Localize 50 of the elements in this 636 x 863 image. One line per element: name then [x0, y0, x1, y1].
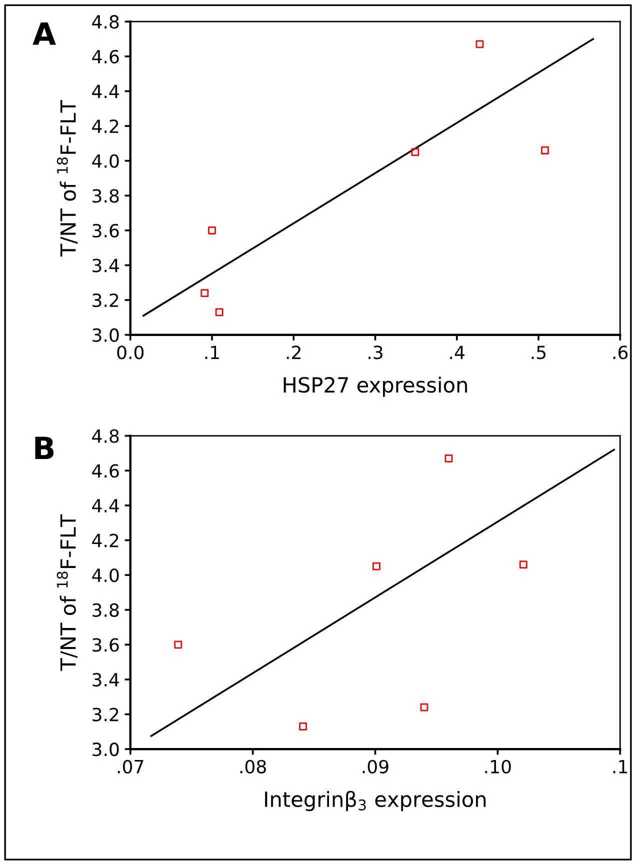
point — [519, 560, 528, 569]
x-tick-label: .07 — [118, 760, 144, 774]
y-tick-label: 4.6 — [92, 464, 119, 478]
point — [420, 703, 428, 712]
y-axis-title: T/NT of $^{18}$F-FLT — [56, 514, 78, 671]
point — [444, 454, 453, 462]
y-tick-label: 4.6 — [92, 50, 119, 64]
x-axis-title: HSP27 expression — [284, 376, 467, 397]
y-tick-label: 3.4 — [92, 672, 119, 687]
y-tick-label: 4.0 — [92, 154, 119, 168]
y-tick-label: 3.0 — [92, 328, 119, 342]
point — [174, 640, 182, 649]
x-tick-label: .4 — [450, 346, 464, 359]
y-tick-label: 4.2 — [92, 534, 118, 548]
y-axis-title: T/NT of $^{18}$F-FLT — [56, 100, 78, 257]
y-tick-label: 4.0 — [92, 568, 119, 582]
x-tick-label: .09 — [362, 760, 388, 774]
x-tick-label: .5 — [532, 346, 546, 360]
text: A — [32, 22, 56, 45]
y-tick-label: 3.6 — [92, 638, 119, 652]
y-tick-label: 4.2 — [92, 119, 118, 133]
point — [299, 722, 307, 730]
x-tick-label: .1 — [613, 760, 628, 774]
point — [215, 308, 224, 316]
x-tick-label: .1 — [205, 346, 219, 359]
y-tick-label: 3.2 — [92, 293, 118, 308]
y-tick-label: 4.8 — [92, 15, 119, 29]
x-tick-label: .6 — [613, 346, 628, 360]
text: B — [35, 436, 54, 460]
y-tick-label: 4.4 — [92, 499, 119, 512]
point — [200, 289, 209, 298]
y-tick-label: 4.4 — [92, 84, 119, 98]
y-tick-label: 3.0 — [92, 742, 119, 756]
y-tick-label: 4.8 — [92, 429, 119, 443]
y-tick-label: 3.4 — [92, 258, 119, 272]
point — [372, 562, 380, 570]
point — [476, 40, 484, 48]
x-tick-label: .08 — [240, 760, 266, 774]
y-tick-label: 3.8 — [92, 603, 119, 617]
point — [411, 148, 420, 156]
point — [541, 146, 549, 154]
x-tick-label: 0.0 — [117, 346, 144, 360]
y-tick-label: 3.2 — [92, 708, 118, 722]
x-tick-label: .10 — [485, 760, 511, 774]
y-tick-label: 3.8 — [92, 189, 119, 203]
y-tick-label: 3.6 — [92, 224, 119, 238]
x-tick-label: .2 — [286, 346, 300, 359]
x-tick-label: .3 — [368, 346, 382, 360]
point — [208, 226, 216, 234]
x-axis-title: Integrinβ$_{3}$ expression — [265, 790, 486, 812]
